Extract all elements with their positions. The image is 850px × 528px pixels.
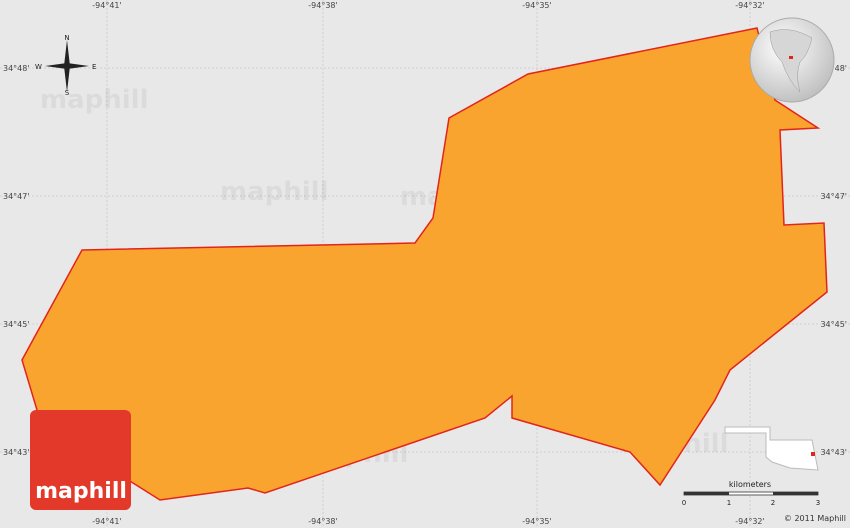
watermark: maphill: [220, 177, 329, 207]
left-label: 34°43': [3, 448, 30, 457]
scale-tick: 1: [727, 499, 731, 507]
coordinate-labels: -94°41' -94°38' -94°35' -94°32' -94°41' -94°3…: [3, 1, 847, 526]
inset: [724, 426, 819, 471]
watermark: maphill: [40, 85, 149, 115]
top-label: -94°41': [92, 1, 121, 10]
right-label: 34°43': [820, 448, 847, 457]
bottom-label: -94°32': [735, 517, 764, 526]
compass-n: N: [64, 34, 69, 42]
right-label: 34°48': [820, 64, 847, 73]
scale-bar: kilometers 0 1 2 3: [682, 480, 820, 507]
globe: [749, 17, 835, 103]
scale-title: kilometers: [729, 480, 771, 489]
left-label: 34°47': [3, 192, 30, 201]
right-label: 34°45': [820, 320, 847, 329]
logo-text: maphill: [35, 479, 127, 504]
compass: N S E W: [35, 34, 96, 97]
top-label: -94°38': [308, 1, 337, 10]
top-label: -94°35': [522, 1, 551, 10]
scale-tick: 3: [816, 499, 820, 507]
bottom-label: -94°41': [92, 517, 121, 526]
compass-s: S: [65, 89, 70, 97]
logo: maphill: [30, 410, 131, 510]
top-label: -94°32': [735, 1, 764, 10]
scale-tick: 2: [771, 499, 775, 507]
region: [21, 27, 828, 501]
bottom-label: -94°38': [308, 517, 337, 526]
compass-w: W: [35, 63, 42, 71]
left-label: 34°48': [3, 64, 30, 73]
copyright: © 2011 Maphill: [784, 514, 846, 523]
bottom-label: -94°35': [522, 517, 551, 526]
right-label: 34°47': [820, 192, 847, 201]
compass-e: E: [92, 63, 96, 71]
scale-tick: 0: [682, 499, 686, 507]
left-label: 34°45': [3, 320, 30, 329]
